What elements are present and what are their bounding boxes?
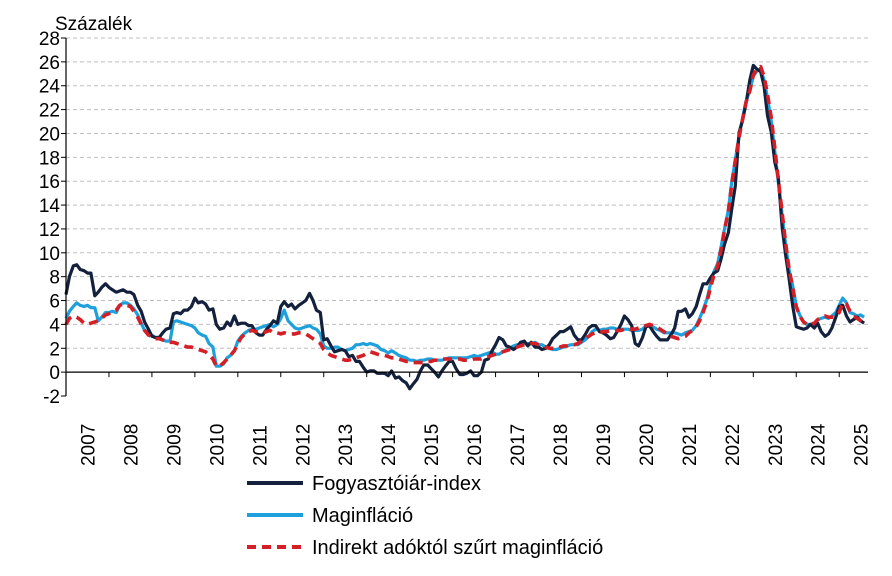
y-tick-label: 0 [49,363,60,384]
x-tick-label: 2017 [508,424,529,466]
x-tick-label: 2022 [723,424,744,466]
y-unit-label: Százalék [55,14,133,35]
series-lines [64,63,866,391]
legend-label-cpi: Fogyasztóiár-index [312,473,481,495]
y-tick-label: 28 [39,29,60,50]
y-tick-label: 22 [39,101,60,122]
x-tick-label: 2019 [594,424,615,466]
y-tick-label: -2 [43,387,60,408]
series-line-cpi [64,63,866,391]
x-axis-ticks: 2007 2008 2009 2010 2011 2012 2013 2014 2015 2016… [65,372,873,466]
gridlines [66,37,868,373]
x-tick-label: 2014 [379,423,400,466]
x-tick-label: 2020 [637,424,658,466]
x-tick-label: 2024 [809,423,830,466]
x-tick-label: 2016 [465,424,486,466]
y-tick-label: 18 [39,148,60,169]
x-tick-label: 2011 [250,425,271,466]
x-tick-label: 2013 [336,424,357,466]
series-line-core_tax [64,64,866,368]
x-tick-label: 2023 [766,424,787,466]
x-tick-label: 2015 [422,424,443,466]
y-tick-label: 14 [39,196,61,217]
legend-label-core_tax: Indirekt adóktól szűrt maginfláció [312,537,603,559]
y-tick-label: 2 [49,339,60,360]
y-tick-label: 16 [39,172,60,193]
series-line-core [64,67,865,368]
x-tick-label: 2012 [293,424,314,466]
legend: Fogyasztóiár-index Maginfláció Indirekt ad… [247,473,603,559]
y-tick-label: 20 [39,124,60,145]
y-tick-label: 26 [39,53,60,74]
legend-label-core: Maginfláció [312,505,413,527]
x-tick-label: 2021 [680,424,701,466]
x-tick-label: 2008 [121,424,142,466]
x-tick-label: 2010 [207,424,228,466]
x-tick-label: 2025 [852,424,873,466]
y-tick-label: 10 [39,244,60,265]
x-tick-label: 2009 [164,424,185,466]
x-tick-label: 2018 [551,424,572,466]
y-tick-label: 24 [39,77,61,98]
y-tick-label: 4 [49,315,60,336]
y-tick-label: 12 [39,220,60,241]
axes [65,38,868,396]
x-tick-label: 2007 [78,424,99,466]
y-tick-label: 8 [49,268,60,289]
y-tick-label: 6 [49,292,60,313]
